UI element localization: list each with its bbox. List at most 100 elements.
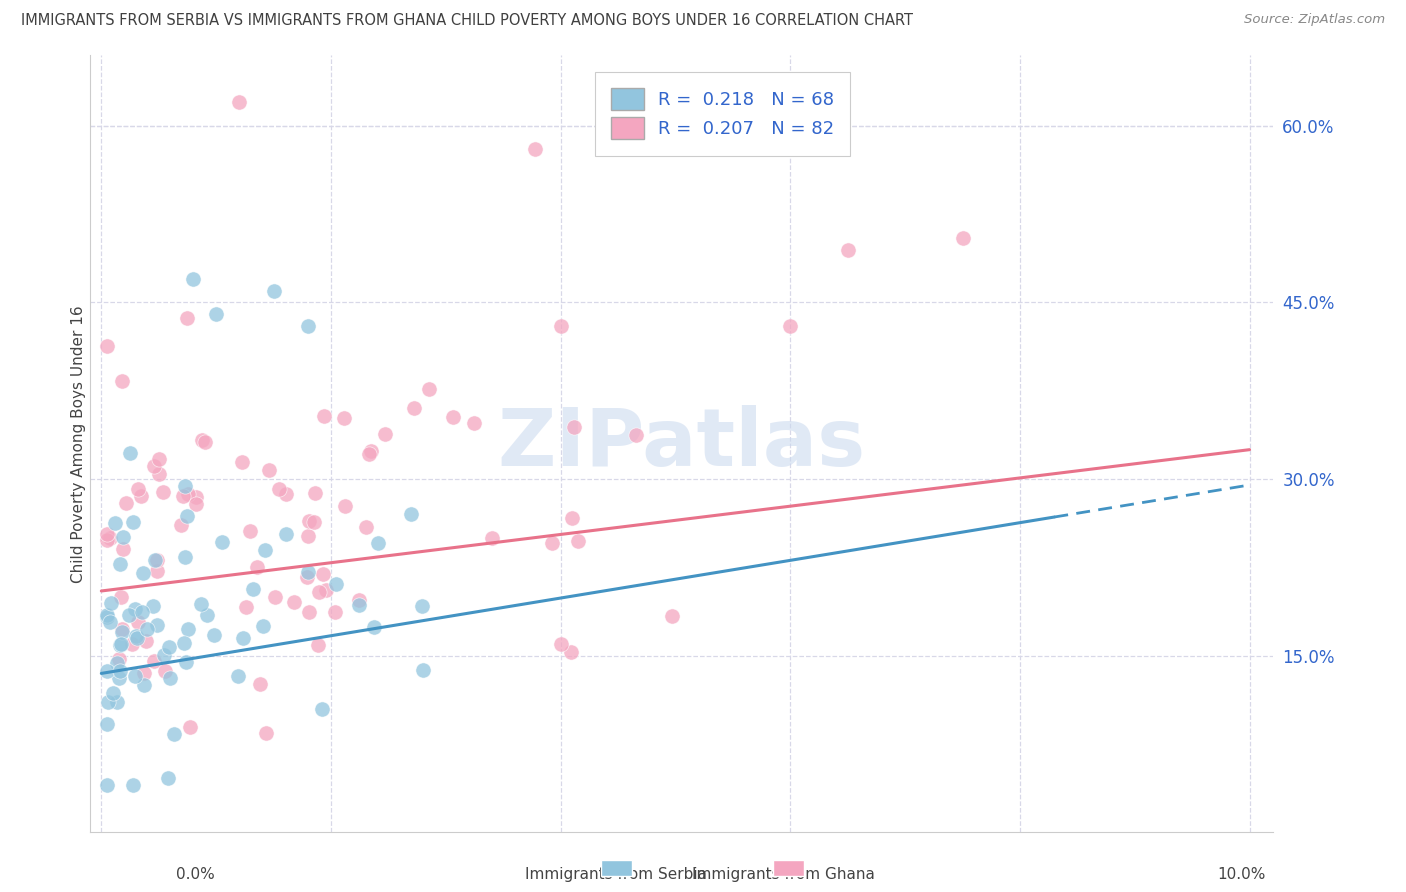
Point	[228, 95, 250, 110]
Point	[107, 671, 129, 685]
Point	[142, 599, 165, 613]
Point	[541, 536, 564, 550]
Point	[96, 778, 118, 792]
Point	[146, 564, 169, 578]
Point	[122, 515, 145, 529]
Point	[108, 664, 131, 678]
Point	[347, 593, 370, 607]
Point	[411, 599, 433, 613]
Text: Immigrants from Serbia: Immigrants from Serbia	[524, 867, 706, 882]
Point	[312, 566, 335, 581]
Text: ZIPatlas: ZIPatlas	[498, 405, 865, 483]
Point	[146, 553, 169, 567]
Point	[190, 597, 212, 611]
Text: Immigrants from Ghana: Immigrants from Ghana	[692, 867, 875, 882]
Point	[399, 507, 422, 521]
Point	[333, 499, 356, 513]
Point	[98, 531, 121, 545]
Point	[173, 636, 195, 650]
Point	[153, 648, 176, 662]
Point	[195, 607, 218, 622]
Point	[105, 656, 128, 670]
Point	[176, 508, 198, 523]
Point	[441, 409, 464, 424]
Point	[661, 609, 683, 624]
Point	[96, 717, 118, 731]
Point	[191, 433, 214, 447]
Point	[354, 520, 377, 534]
Point	[135, 634, 157, 648]
Point	[837, 243, 859, 257]
Point	[153, 665, 176, 679]
Point	[135, 623, 157, 637]
Point	[374, 427, 396, 442]
Point	[560, 645, 582, 659]
Point	[297, 514, 319, 528]
Point	[314, 409, 336, 423]
Point	[562, 420, 585, 434]
Point	[170, 517, 193, 532]
Point	[105, 695, 128, 709]
Point	[176, 487, 198, 501]
Point	[127, 631, 149, 645]
Point	[263, 284, 285, 298]
Point	[96, 527, 118, 541]
Point	[561, 510, 583, 524]
Point	[297, 566, 319, 580]
Point	[122, 778, 145, 792]
Point	[132, 566, 155, 581]
Point	[550, 637, 572, 651]
Point	[297, 529, 319, 543]
Point	[297, 569, 319, 583]
Point	[127, 483, 149, 497]
Point	[129, 489, 152, 503]
Point	[148, 451, 170, 466]
Point	[463, 417, 485, 431]
Point	[121, 637, 143, 651]
Point	[104, 516, 127, 531]
Point	[146, 618, 169, 632]
Point	[184, 497, 207, 511]
Text: Source: ZipAtlas.com: Source: ZipAtlas.com	[1244, 13, 1385, 27]
Point	[311, 702, 333, 716]
Point	[524, 142, 547, 156]
Point	[308, 585, 330, 599]
Point	[205, 307, 228, 321]
Point	[96, 695, 118, 709]
Point	[96, 610, 118, 624]
Point	[550, 318, 572, 333]
Point	[174, 478, 197, 492]
Point	[120, 446, 142, 460]
Text: 0.0%: 0.0%	[176, 867, 215, 882]
Point	[96, 338, 118, 352]
Point	[235, 599, 257, 614]
Point	[115, 496, 138, 510]
Point	[325, 577, 347, 591]
Point	[360, 443, 382, 458]
Point	[124, 669, 146, 683]
Point	[283, 595, 305, 609]
Point	[110, 623, 132, 637]
Point	[567, 533, 589, 548]
Point	[127, 615, 149, 629]
Point	[108, 557, 131, 571]
Point	[174, 655, 197, 669]
Point	[347, 598, 370, 612]
Point	[110, 637, 132, 651]
Point	[304, 486, 326, 500]
Point	[118, 608, 141, 623]
Point	[181, 272, 204, 286]
Point	[156, 772, 179, 786]
Point	[412, 663, 434, 677]
Point	[367, 536, 389, 550]
Point	[134, 678, 156, 692]
Point	[124, 629, 146, 643]
Point	[357, 447, 380, 461]
Point	[177, 622, 200, 636]
Y-axis label: Child Poverty Among Boys Under 16: Child Poverty Among Boys Under 16	[72, 305, 86, 582]
Point	[297, 318, 319, 333]
Point	[108, 652, 131, 666]
Point	[100, 596, 122, 610]
Point	[132, 665, 155, 680]
Point	[176, 311, 198, 326]
